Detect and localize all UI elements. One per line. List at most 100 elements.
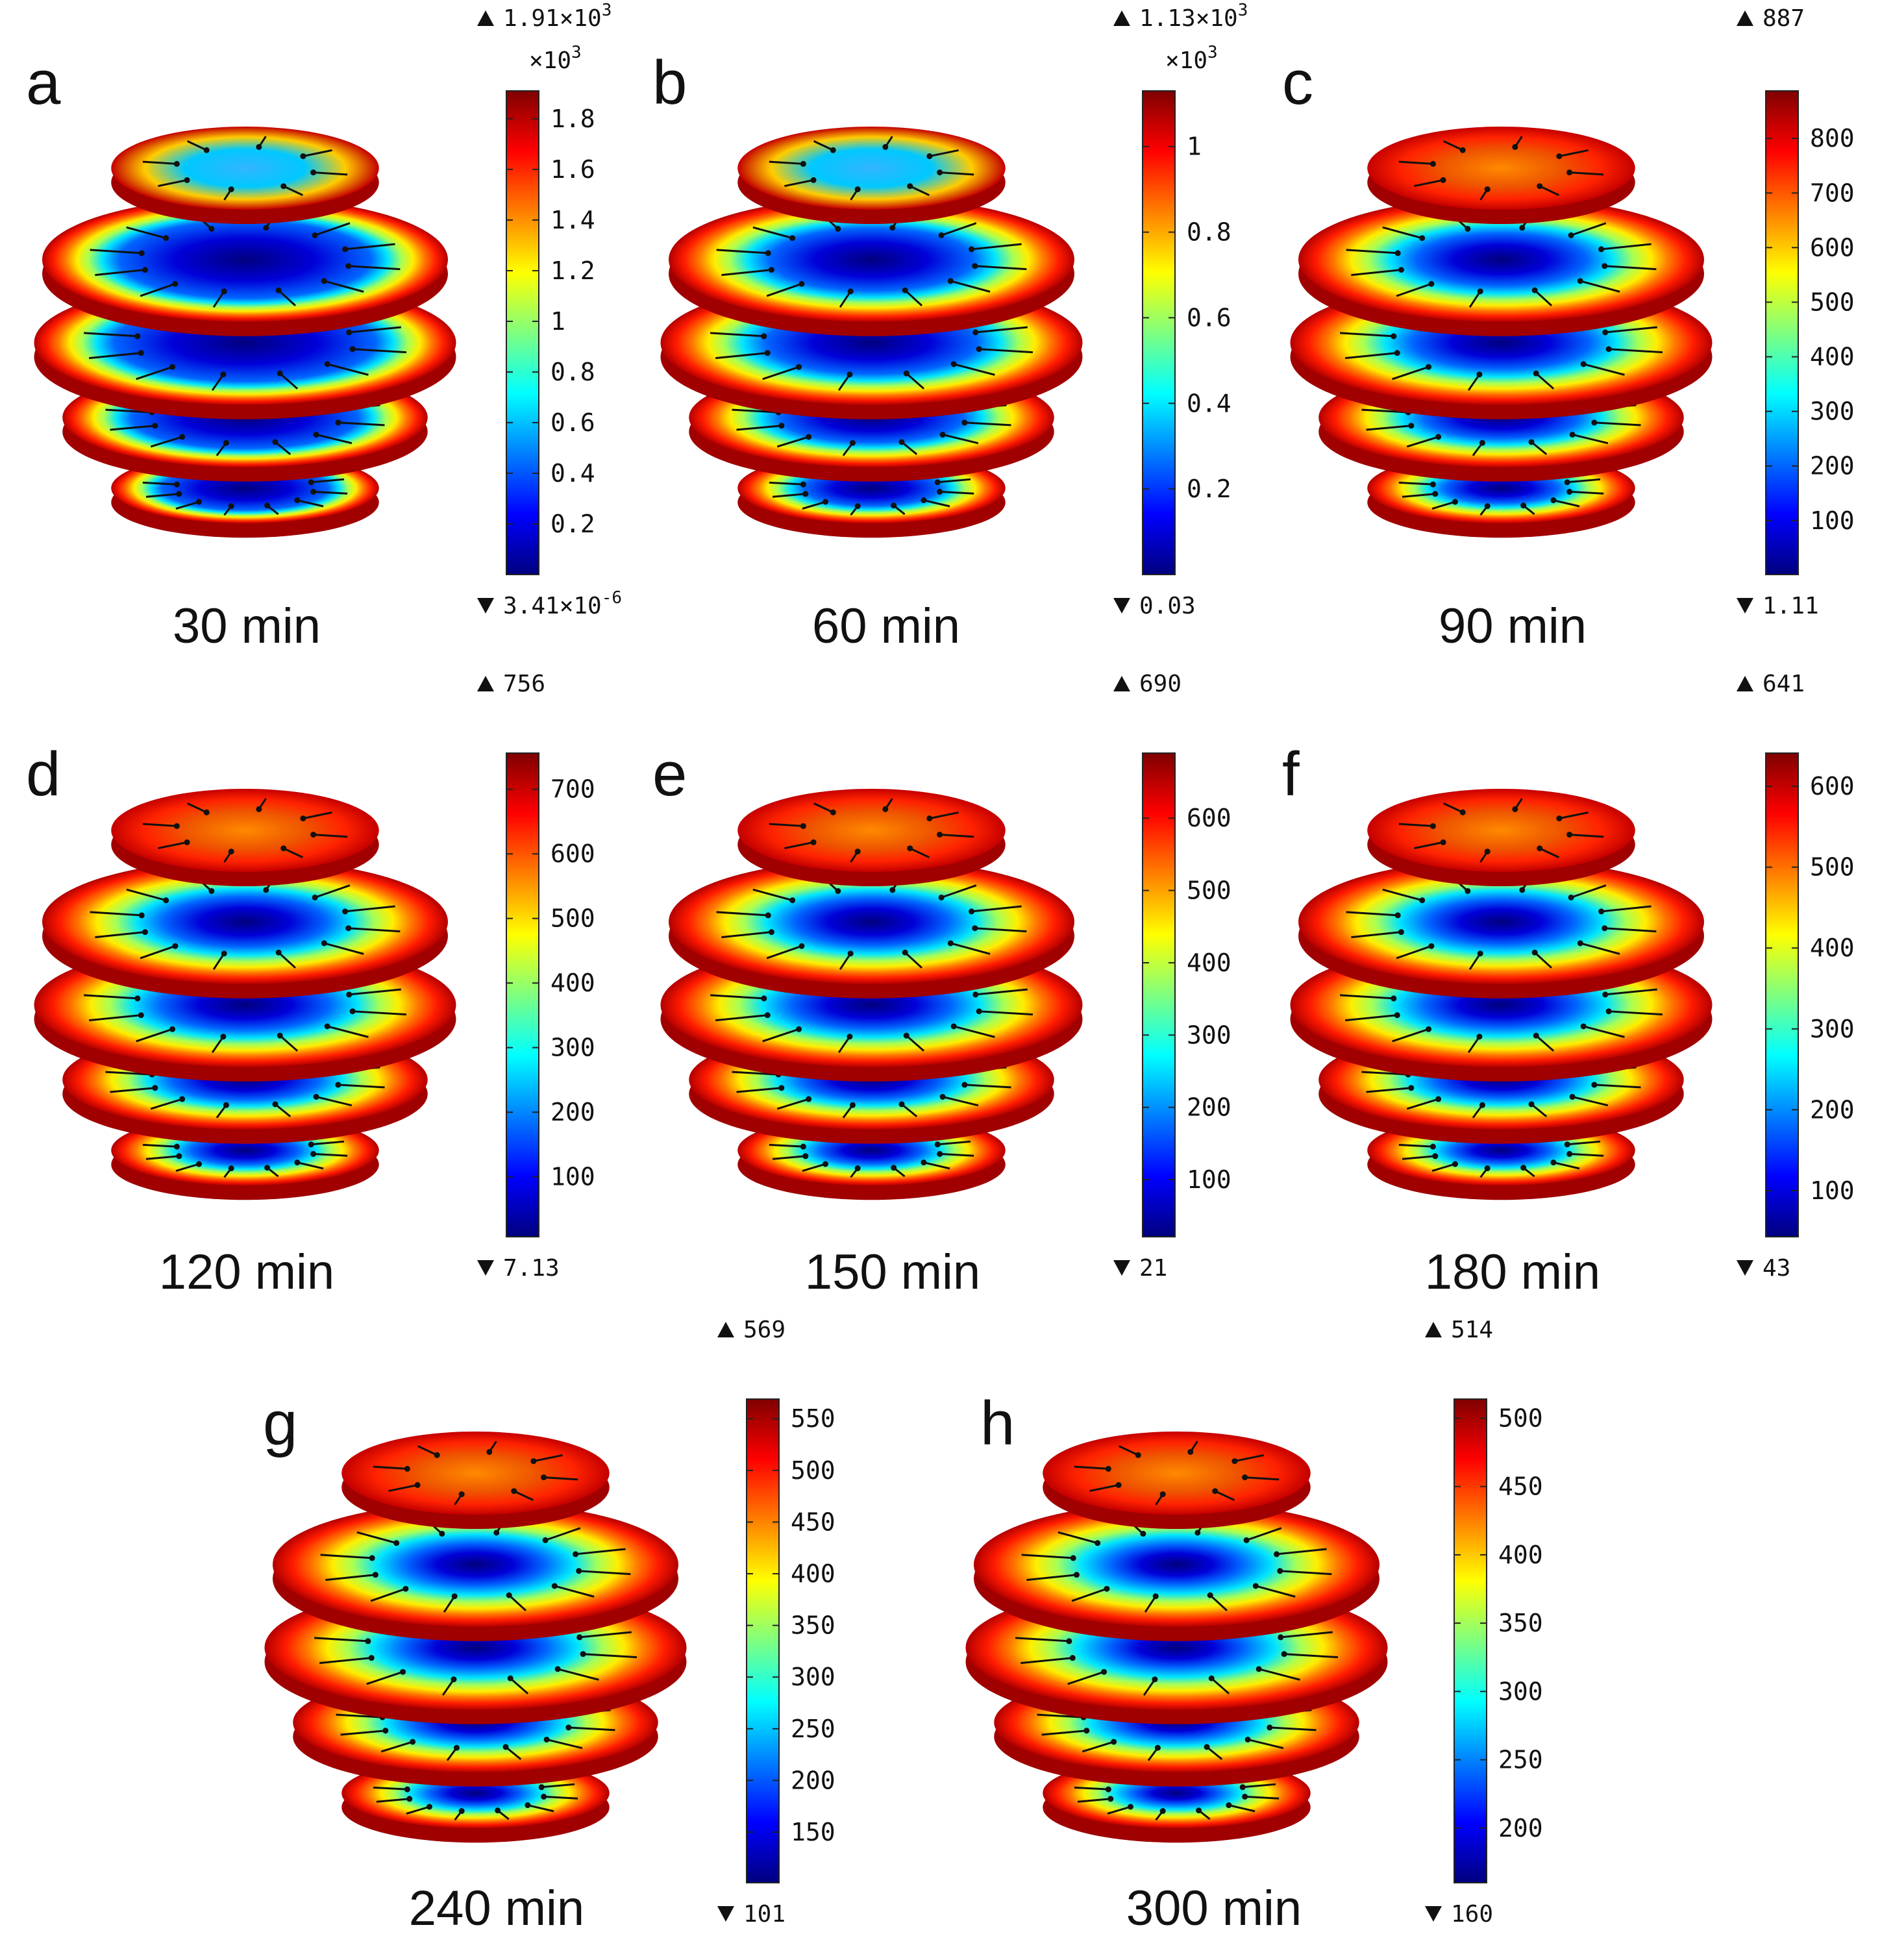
- flux-arrow: [937, 1140, 971, 1146]
- flux-arrow-head: [1459, 147, 1466, 153]
- flux-arrow-head: [1243, 1537, 1250, 1543]
- flux-arrow: [715, 352, 768, 360]
- panel-label: h: [980, 1389, 1015, 1458]
- flux-arrow-head: [1187, 1448, 1194, 1455]
- flux-arrow: [575, 1548, 626, 1556]
- flux-arrow: [1382, 226, 1423, 240]
- flux-arrow: [1074, 1465, 1109, 1470]
- flux-arrow-head: [1528, 1101, 1535, 1108]
- flux-arrow: [313, 834, 348, 838]
- flux-arrow: [1339, 994, 1394, 1000]
- colorbar-tick-label: 0.2: [551, 510, 595, 538]
- flux-arrow-head: [926, 153, 933, 160]
- flux-arrows: [142, 798, 348, 863]
- flux-arrow-head: [263, 887, 269, 893]
- flux-arrow: [942, 433, 979, 445]
- flux-arrow: [1089, 1483, 1119, 1493]
- flux-arrow: [527, 1804, 554, 1813]
- flux-arrow: [1211, 1678, 1230, 1694]
- flux-arrow: [275, 441, 291, 455]
- flux-arrow-head: [272, 439, 278, 445]
- flux-arrow: [348, 265, 401, 271]
- flux-arrow-head: [1519, 887, 1526, 893]
- flux-arrow: [554, 1585, 595, 1598]
- flux-arrow: [373, 1465, 408, 1470]
- flux-arrow-head: [1477, 288, 1483, 295]
- flux-arrow: [736, 425, 782, 431]
- flux-arrow-head: [1569, 1093, 1576, 1100]
- flux-arrow: [327, 363, 369, 376]
- flux-arrow: [1058, 1531, 1098, 1544]
- flux-arrow-head: [530, 1458, 537, 1465]
- flux-arrow: [1531, 441, 1548, 455]
- flux-arrow-head: [1484, 186, 1491, 193]
- flux-arrow-head: [1105, 1465, 1111, 1472]
- flux-arrow: [1406, 1098, 1439, 1110]
- flux-arrow: [716, 249, 769, 254]
- flux-arrow: [1280, 1631, 1333, 1639]
- panel-h: h 300 min 500 450 400 350 300 250 200 514 160: [965, 1317, 1543, 1936]
- colorbar-max-label: 887: [1763, 5, 1805, 32]
- flux-arrow: [136, 366, 173, 380]
- flux-arrow-head: [565, 1724, 572, 1731]
- flux-arrow-head: [1602, 329, 1609, 336]
- max-triangle-icon: [1425, 1322, 1442, 1337]
- flux-arrow-head: [835, 887, 841, 894]
- flux-arrow: [1572, 1095, 1609, 1107]
- flux-arrow-head: [223, 440, 229, 446]
- flux-arrow-head: [822, 499, 828, 505]
- colorbar-tick-label: 100: [1810, 506, 1855, 535]
- flux-arrow-head: [1426, 1026, 1432, 1032]
- flux-arrow-head: [1602, 991, 1609, 998]
- flux-arrow-head: [798, 943, 805, 949]
- flux-arrow: [1406, 436, 1439, 448]
- flux-arrow-head: [228, 849, 234, 855]
- colorbar-tick-label: 700: [1810, 179, 1855, 207]
- flux-arrow: [939, 834, 974, 838]
- flux-arrow: [443, 1595, 456, 1613]
- flux-arrow-head: [406, 1796, 413, 1802]
- flux-arrow: [1258, 1668, 1300, 1681]
- flux-arrow-head: [961, 1082, 968, 1088]
- slice-disc: [111, 789, 379, 872]
- flux-arrow: [320, 1554, 373, 1559]
- colorbar-tick-label: 400: [1810, 343, 1855, 371]
- flux-arrow-head: [1580, 1023, 1587, 1030]
- colorbar-ramp: [1454, 1398, 1487, 1883]
- flux-arrow-head: [902, 287, 908, 293]
- flux-arrow-head: [220, 1034, 227, 1040]
- flux-arrow: [776, 436, 810, 448]
- flux-arrow: [314, 222, 351, 236]
- flux-arrow-head: [1440, 177, 1446, 183]
- flux-arrow-head: [882, 806, 889, 812]
- flux-arrows: [142, 136, 348, 201]
- flux-arrow: [769, 160, 804, 165]
- flux-arrow-head: [342, 246, 349, 253]
- colorbar-max-label: 1.13×103: [1139, 1, 1248, 32]
- slice-disc: [341, 1432, 610, 1515]
- flux-arrow: [1346, 911, 1398, 917]
- flux-arrow-head: [1476, 371, 1483, 378]
- flux-arrow-head: [152, 423, 158, 429]
- flux-arrow: [1583, 1025, 1625, 1038]
- flux-arrow-head: [939, 1093, 946, 1100]
- flux-arrow: [953, 363, 995, 376]
- flux-arrow: [784, 179, 814, 188]
- flux-arrow: [1366, 425, 1411, 431]
- flux-arrow-head: [849, 440, 856, 446]
- flux-arrow: [1118, 1445, 1139, 1456]
- flux-arrow: [1414, 179, 1444, 188]
- time-label: 150 min: [805, 1245, 980, 1300]
- flux-arrow-head: [969, 246, 975, 253]
- flux-arrow-head: [525, 1802, 531, 1809]
- flux-arrow-head: [264, 1165, 271, 1171]
- colorbar-tick-label: 500: [1810, 288, 1855, 316]
- flux-arrow: [578, 1570, 631, 1576]
- flux-arrow-head: [1452, 1161, 1458, 1167]
- flux-arrow: [211, 1036, 225, 1054]
- flux-arrow: [1567, 1140, 1601, 1146]
- flux-arrow: [1244, 1795, 1280, 1800]
- flux-arrow-head: [891, 502, 897, 509]
- flux-arrow: [1382, 888, 1423, 902]
- slice-disc: [1298, 197, 1704, 322]
